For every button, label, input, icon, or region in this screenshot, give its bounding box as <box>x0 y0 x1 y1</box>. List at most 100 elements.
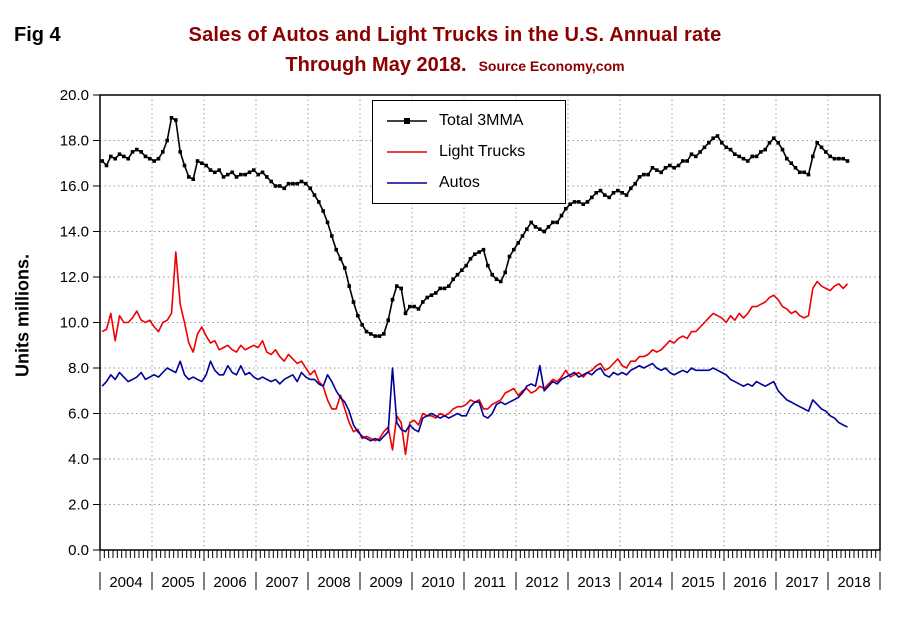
series-marker-total-3mma <box>724 145 728 150</box>
series-marker-total-3mma <box>841 156 845 161</box>
x-tick-label: 2014 <box>629 574 662 591</box>
y-tick-label: 8.0 <box>68 360 89 377</box>
y-tick-label: 0.0 <box>68 542 89 559</box>
series-marker-total-3mma <box>113 156 117 161</box>
series-marker-total-3mma <box>135 147 139 152</box>
legend-item-light-trucks: Light Trucks <box>385 141 553 163</box>
series-marker-total-3mma <box>759 150 763 154</box>
series-marker-total-3mma <box>182 163 187 168</box>
chart-subtitle: Through May 2018. <box>285 54 467 76</box>
series-marker-total-3mma <box>265 175 269 179</box>
x-tick-label: 2006 <box>213 574 246 591</box>
series-marker-total-3mma <box>291 181 295 186</box>
series-marker-total-3mma <box>282 186 286 191</box>
x-tick-label: 2013 <box>577 574 610 591</box>
y-tick-label: 14.0 <box>60 224 89 241</box>
x-tick-label: 2005 <box>161 574 194 591</box>
series-marker-total-3mma <box>542 229 546 234</box>
series-marker-total-3mma <box>143 154 148 159</box>
series-marker-total-3mma <box>395 284 399 288</box>
series-marker-total-3mma <box>772 136 776 140</box>
series-marker-total-3mma <box>343 266 347 270</box>
series-marker-total-3mma <box>217 168 221 172</box>
series-marker-total-3mma <box>629 186 633 191</box>
series-marker-total-3mma <box>226 172 230 177</box>
series-marker-total-3mma <box>416 307 421 311</box>
series-marker-total-3mma <box>655 168 659 172</box>
series-marker-total-3mma <box>832 156 837 161</box>
series-marker-total-3mma <box>494 277 499 282</box>
series-line-autos <box>101 360 848 442</box>
series-marker-total-3mma <box>811 154 815 159</box>
y-tick-label: 16.0 <box>60 178 89 195</box>
chart-title: Sales of Autos and Light Trucks in the U… <box>188 24 722 46</box>
series-marker-total-3mma <box>152 159 156 163</box>
figure-label: Fig 4 <box>14 24 61 46</box>
series-marker-total-3mma <box>304 181 308 186</box>
series-marker-total-3mma <box>607 195 611 200</box>
series-marker-total-3mma <box>750 154 754 159</box>
series-marker-total-3mma <box>200 161 204 165</box>
legend-item-autos: Autos <box>385 172 553 194</box>
series-marker-total-3mma <box>711 136 715 140</box>
series-marker-total-3mma <box>616 188 620 193</box>
series-marker-total-3mma <box>685 159 689 163</box>
series-marker-total-3mma <box>399 286 403 291</box>
x-tick-label: 2015 <box>681 574 714 591</box>
series-marker-total-3mma <box>481 247 486 252</box>
series-marker-total-3mma <box>746 159 750 163</box>
x-tick-label: 2011 <box>474 574 506 591</box>
series-marker-total-3mma <box>672 166 676 170</box>
series-marker-total-3mma <box>603 193 607 197</box>
series-marker-total-3mma <box>646 172 650 177</box>
series-marker-total-3mma <box>668 163 672 168</box>
series-marker-total-3mma <box>187 175 191 179</box>
series-marker-total-3mma <box>689 152 694 156</box>
series-marker-total-3mma <box>100 159 104 163</box>
series-marker-total-3mma <box>559 213 564 218</box>
series-marker-total-3mma <box>520 234 525 238</box>
y-tick-label: 6.0 <box>68 406 89 423</box>
series-marker-total-3mma <box>594 191 598 195</box>
series-marker-total-3mma <box>408 304 412 309</box>
series-marker-total-3mma <box>299 179 304 184</box>
series-marker-total-3mma <box>763 147 767 152</box>
series-marker-total-3mma <box>269 179 273 184</box>
series-marker-total-3mma <box>694 154 698 159</box>
series-marker-total-3mma <box>109 154 113 159</box>
series-marker-total-3mma <box>161 150 165 154</box>
series-marker-total-3mma <box>334 247 338 252</box>
series-marker-total-3mma <box>360 323 364 327</box>
series-marker-total-3mma <box>347 284 351 288</box>
series-marker-total-3mma <box>442 286 447 291</box>
series-marker-total-3mma <box>317 200 321 204</box>
series-marker-total-3mma <box>637 175 642 179</box>
series-marker-total-3mma <box>499 279 503 284</box>
series-marker-total-3mma <box>624 193 629 197</box>
x-tick-label: 2017 <box>785 574 818 591</box>
series-marker-total-3mma <box>707 141 711 145</box>
series-marker-total-3mma <box>169 116 174 120</box>
series-marker-total-3mma <box>741 156 746 161</box>
series-marker-total-3mma <box>247 170 252 175</box>
series-marker-total-3mma <box>785 156 789 161</box>
series-marker-total-3mma <box>126 156 130 161</box>
series-marker-total-3mma <box>733 152 737 156</box>
series-marker-total-3mma <box>104 163 109 168</box>
series-marker-total-3mma <box>611 191 616 195</box>
series-marker-total-3mma <box>798 170 802 175</box>
series-marker-total-3mma <box>585 200 590 204</box>
series-marker-total-3mma <box>815 141 819 145</box>
series-marker-total-3mma <box>382 332 386 336</box>
y-tick-label: 12.0 <box>60 269 89 286</box>
series-marker-total-3mma <box>117 152 122 156</box>
x-tick-label: 2008 <box>317 574 350 591</box>
x-tick-label: 2004 <box>109 574 142 591</box>
series-marker-total-3mma <box>819 145 824 150</box>
x-tick-label: 2007 <box>265 574 298 591</box>
y-tick-label: 10.0 <box>60 315 89 332</box>
series-marker-total-3mma <box>425 295 429 300</box>
series-marker-total-3mma <box>460 268 464 272</box>
legend-label-light-trucks: Light Trucks <box>439 143 526 160</box>
